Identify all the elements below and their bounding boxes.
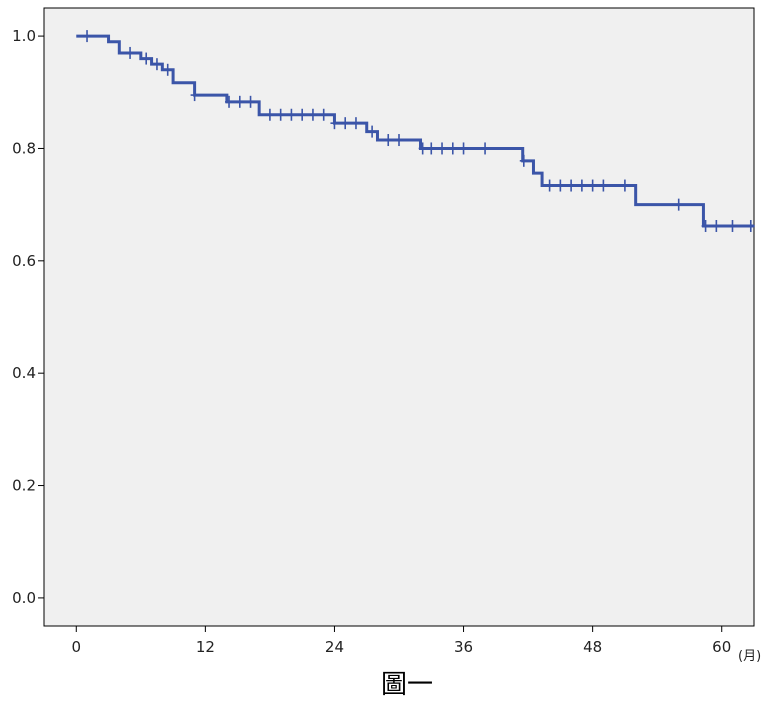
x-tick-label: 48	[583, 638, 602, 656]
censor-mark	[728, 219, 737, 232]
censor-marks	[83, 30, 755, 232]
censor-mark	[746, 219, 755, 232]
x-tick-label: 12	[196, 638, 215, 656]
x-tick-label: 36	[454, 638, 473, 656]
censor-mark	[287, 108, 296, 121]
censor-mark	[265, 108, 274, 121]
y-tick-label: 0.6	[12, 252, 36, 270]
censor-mark	[577, 179, 586, 192]
censor-mark	[276, 108, 285, 121]
censor-mark	[341, 117, 350, 130]
y-tick-label: 1.0	[12, 27, 36, 45]
censor-mark	[448, 142, 457, 155]
censor-mark	[83, 30, 92, 43]
censor-mark	[319, 108, 328, 121]
x-tick-label: 24	[325, 638, 344, 656]
censor-mark	[674, 198, 683, 211]
plot-area	[43, 7, 755, 627]
censor-mark	[588, 179, 597, 192]
censor-mark	[368, 125, 377, 138]
censor-mark	[545, 179, 554, 192]
x-tick-label: 60	[712, 638, 731, 656]
x-axis: 0 12 24 36 48 60	[71, 626, 731, 656]
y-tick-label: 0.2	[12, 477, 36, 495]
censor-mark	[567, 179, 576, 192]
censor-mark	[481, 142, 490, 155]
censor-mark	[246, 95, 255, 108]
censor-mark	[620, 179, 629, 192]
censor-mark	[126, 46, 135, 59]
censor-mark	[235, 95, 244, 108]
censor-mark	[438, 142, 447, 155]
x-unit-label: (月)	[738, 649, 761, 664]
censor-mark	[298, 108, 307, 121]
x-tick-label: 0	[71, 638, 81, 656]
y-axis: 0.0 0.2 0.4 0.6 0.8 1.0	[12, 27, 44, 607]
censor-mark	[418, 142, 427, 155]
censor-mark	[384, 134, 393, 147]
censor-mark	[459, 142, 468, 155]
censor-mark	[330, 117, 339, 130]
y-tick-label: 0.4	[12, 364, 36, 382]
censor-mark	[712, 219, 721, 232]
censor-mark	[427, 142, 436, 155]
censor-mark	[308, 108, 317, 121]
censor-mark	[599, 179, 608, 192]
y-tick-label: 0.0	[12, 589, 36, 607]
figure-caption: 圖一	[381, 670, 433, 700]
censor-mark	[351, 117, 360, 130]
y-tick-label: 0.8	[12, 139, 36, 157]
censor-mark	[519, 154, 528, 167]
censor-mark	[142, 52, 151, 65]
censor-mark	[163, 63, 172, 76]
censor-mark	[152, 58, 161, 71]
censor-mark	[556, 179, 565, 192]
censor-mark	[190, 89, 199, 102]
censor-mark	[701, 219, 710, 232]
censor-mark	[225, 95, 234, 108]
censor-mark	[395, 134, 403, 147]
